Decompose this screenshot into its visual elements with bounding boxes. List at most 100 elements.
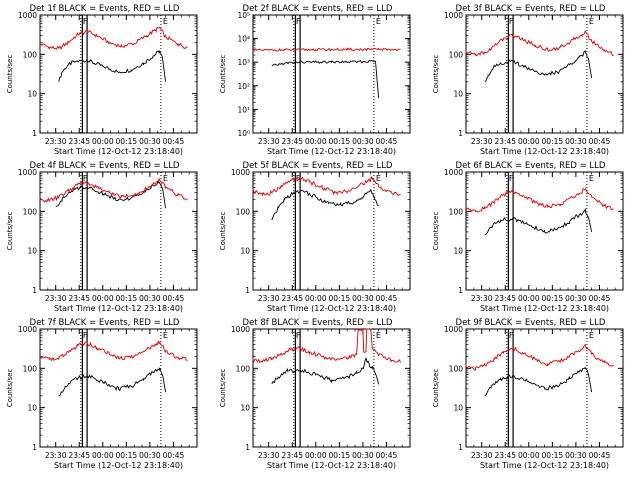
y-tick-label: 1000 [18,11,37,20]
x-tick-label: 00:45 [376,137,398,146]
chart-panel-1: Det 1f BLACK = Events, RED = LLD Counts/s… [6,4,198,156]
plot-frame [39,171,198,291]
flare-end-marker-label: E [376,174,381,183]
flare-end-marker-label: E [163,17,168,26]
y-axis-label: Counts/sec [432,55,440,94]
flare-end-marker-label: E [376,331,381,340]
y-tick-label: 10⁵ [237,11,250,20]
plot-frame [252,171,411,291]
y-tick-label: 10 [27,247,37,256]
x-tick-label: 23:30 [258,137,280,146]
x-tick-label: 23:45 [68,294,90,303]
flare-end-marker-label: E [376,17,381,26]
x-tick-label: 23:45 [68,137,90,146]
y-tick-label: 100 [23,364,38,373]
chart-title: Det 4f BLACK = Events, RED = LLD [30,161,180,171]
x-tick-label: 00:45 [589,451,611,460]
x-axis-label: Start Time (12-Oct-12 23:18:40) [54,304,183,313]
x-tick-label: 00:30 [139,137,161,146]
chart-panel-3: Det 3f BLACK = Events, RED = LLD Counts/s… [432,4,624,156]
x-tick-label: 23:45 [281,294,303,303]
x-axis-label: Start Time (12-Oct-12 23:18:40) [480,304,609,313]
series-line-lld [465,30,614,57]
x-tick-label: 00:30 [352,294,374,303]
x-tick-label: 00:00 [518,137,540,146]
x-axis-label: Start Time (12-Oct-12 23:18:40) [54,147,183,156]
flare-start-marker-label: F [296,331,301,340]
y-tick-label: 1000 [444,325,463,334]
chart-panel-6: Det 6f BLACK = Events, RED = LLD Counts/s… [432,161,624,313]
y-tick-label: 1000 [18,168,37,177]
x-axis-label: Start Time (12-Oct-12 23:18:40) [267,461,396,470]
x-tick-label: 23:30 [258,294,280,303]
y-tick-label: 100 [23,50,38,59]
y-tick-label: 10 [453,404,463,413]
x-tick-label: 00:15 [329,137,351,146]
y-axis-label: Counts/sec [219,55,227,94]
x-tick-label: 00:30 [139,451,161,460]
chart-panel-8: Det 8f BLACK = Events, RED = LLD Counts/s… [219,318,411,470]
x-tick-label: 00:45 [163,137,185,146]
y-tick-label: 1 [458,286,463,295]
y-axis-label: Counts/sec [6,55,14,94]
chart-panel-7: Det 7f BLACK = Events, RED = LLD Counts/s… [6,318,198,470]
y-tick-label: 1 [458,129,463,138]
y-tick-label: 1 [245,443,250,452]
y-tick-label: 1000 [231,168,250,177]
y-axis-label: Counts/sec [432,212,440,251]
flare-start-marker-label: F [296,17,301,26]
x-tick-label: 00:00 [518,294,540,303]
x-tick-label: 00:00 [518,451,540,460]
flare-end-marker-label: E [589,17,594,26]
x-tick-label: 00:15 [329,294,351,303]
y-tick-label: 1 [32,129,37,138]
flare-start-marker-label: F [83,331,88,340]
y-axis-label: Counts/sec [6,369,14,408]
x-tick-label: 00:00 [305,137,327,146]
y-axis-label: Counts/sec [219,369,227,408]
x-tick-label: 23:45 [281,137,303,146]
series-line-events [484,49,593,83]
x-tick-label: 00:45 [163,451,185,460]
x-tick-label: 23:30 [471,294,493,303]
series-line-lld [252,327,402,364]
plot-frame [252,14,411,134]
x-tick-label: 23:45 [494,294,516,303]
series-line-lld [465,187,614,213]
flare-end-marker-label: E [589,174,594,183]
y-axis-label: Counts/sec [432,369,440,408]
chart-title: Det 8f BLACK = Events, RED = LLD [243,318,393,328]
x-tick-label: 00:30 [139,294,161,303]
x-tick-label: 23:45 [494,451,516,460]
y-axis-label: Counts/sec [219,212,227,251]
x-tick-label: 00:00 [92,451,114,460]
series-line-events [271,356,380,385]
x-axis-label: Start Time (12-Oct-12 23:18:40) [54,461,183,470]
x-tick-label: 23:30 [471,451,493,460]
flare-end-marker-label: E [589,331,594,340]
y-tick-label: 10³ [237,58,250,67]
y-tick-label: 100 [236,364,251,373]
x-tick-label: 00:45 [589,294,611,303]
y-tick-label: 1000 [18,325,37,334]
y-tick-label: 100 [236,207,251,216]
y-tick-label: 100 [449,364,464,373]
series-line-events [58,49,167,82]
series-line-events [271,59,380,99]
x-tick-label: 00:15 [542,294,564,303]
chart-title: Det 1f BLACK = Events, RED = LLD [30,4,180,14]
x-tick-label: 23:30 [45,137,67,146]
y-tick-label: 10² [237,82,250,91]
y-tick-label: 1 [458,443,463,452]
y-tick-label: 10 [27,90,37,99]
series-line-lld [39,26,188,51]
x-tick-label: 00:15 [542,137,564,146]
flare-start-marker-label: F [296,174,301,183]
flare-end-marker-label: E [163,331,168,340]
y-tick-label: 1000 [444,168,463,177]
y-tick-label: 10 [240,247,250,256]
x-tick-label: 00:30 [352,137,374,146]
series-line-lld [39,178,188,203]
y-tick-label: 1000 [444,11,463,20]
